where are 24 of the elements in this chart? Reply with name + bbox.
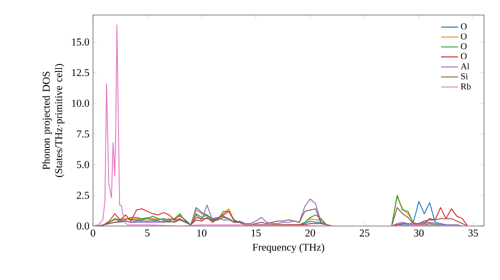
legend-label: O (460, 53, 467, 60)
legend-label: Rb (460, 83, 471, 90)
y-tick-label: 2.5 (76, 192, 90, 199)
y-axis-title: Phonon projected DOS (States/THz·primitive cell) (42, 64, 64, 177)
legend-label: O (460, 23, 467, 30)
legend-label: Al (460, 63, 470, 70)
x-tick-label: 0 (90, 230, 96, 237)
x-tick-label: 5 (145, 230, 150, 236)
y-tick-label: 12.5 (72, 69, 90, 76)
x-tick-label: 10 (197, 230, 206, 237)
legend-label: Si (461, 73, 468, 80)
legend-label: O (460, 43, 467, 50)
x-axis-title: Frequency (THz) (252, 243, 324, 253)
y-tick-label: 10.0 (72, 100, 90, 107)
x-tick-label: 15 (252, 230, 261, 237)
x-tick-label: 20 (305, 230, 316, 237)
x-tick-label: 35 (468, 230, 478, 237)
x-tick-label: 30 (414, 230, 424, 237)
y-tick-label: 15.0 (72, 38, 90, 46)
legend-label: O (460, 33, 467, 40)
y-tick-label: 5.0 (77, 161, 90, 168)
x-tick-label: 25 (360, 230, 370, 237)
y-tick-label: 7.5 (77, 130, 90, 138)
y-tick-label: 0.0 (76, 222, 90, 230)
